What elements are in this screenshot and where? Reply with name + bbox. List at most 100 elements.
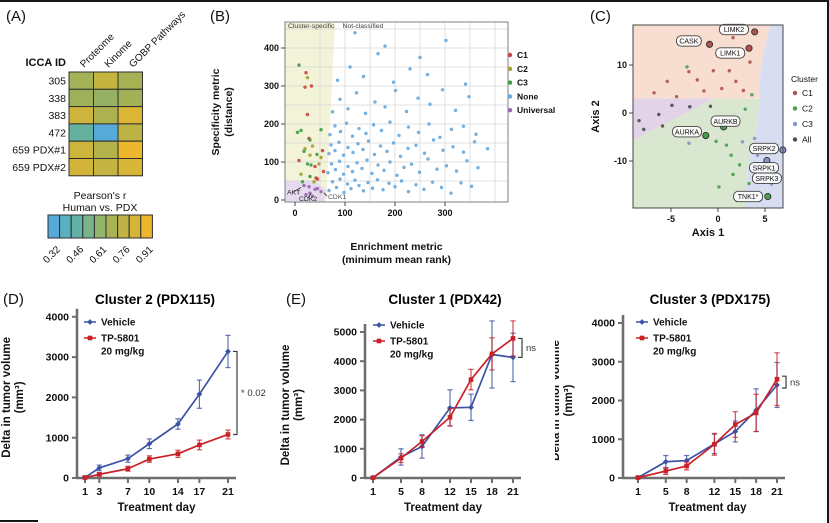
heatmap-cell — [93, 88, 119, 108]
data-point — [453, 108, 458, 113]
heatmap-row-label: 383 — [48, 110, 66, 122]
data-point — [337, 159, 342, 163]
data-point — [485, 147, 490, 151]
legend: C1 C2 C3 None Universal — [507, 50, 555, 115]
series-tp-5801 — [82, 429, 231, 480]
y-tick-label: 0 — [622, 108, 627, 118]
series-line — [84, 433, 229, 479]
data-point — [727, 69, 731, 73]
data-point — [310, 194, 315, 198]
x-tick-label: -5 — [667, 214, 675, 224]
data-point — [341, 172, 346, 176]
legend-label: TP-5801 — [101, 334, 140, 345]
heatmap-cell — [93, 158, 119, 177]
data-point-marker — [489, 351, 495, 357]
legend-label: TP-5801 — [390, 337, 429, 348]
data-point — [393, 88, 398, 93]
y-tick-label: 300 — [264, 81, 279, 91]
data-point — [309, 163, 313, 167]
data-point-marker — [370, 475, 376, 481]
data-point — [372, 152, 377, 157]
data-point — [308, 174, 312, 179]
data-point — [428, 102, 432, 106]
data-point — [425, 72, 430, 77]
data-point-marker — [196, 391, 203, 398]
data-point — [670, 103, 674, 108]
data-point — [307, 185, 311, 189]
callout-pill — [672, 126, 702, 138]
plot-border — [284, 21, 509, 203]
heatmap-cell — [117, 106, 143, 125]
x-tick-label: 5 — [762, 214, 767, 224]
x-axis-label: Treatment day — [669, 502, 748, 514]
page-border-bottom-left — [0, 520, 38, 522]
legend-label: None — [517, 91, 539, 101]
colorbar-tick-label: 0.76 — [111, 244, 133, 266]
x-tick-label: 5 — [398, 486, 404, 498]
data-point — [741, 88, 746, 93]
data-point — [363, 111, 368, 116]
data-point — [687, 141, 691, 145]
data-point — [720, 86, 724, 91]
panel-d-label: (D) — [3, 291, 24, 308]
data-point — [382, 168, 386, 173]
y-tick-label: 1000 — [592, 434, 616, 446]
data-point — [326, 170, 330, 175]
data-point — [381, 188, 385, 192]
data-point — [327, 151, 331, 156]
significance-label: ns — [526, 343, 536, 354]
heatmap-row-label: 338 — [48, 93, 66, 105]
data-point — [313, 164, 317, 169]
data-point — [366, 139, 371, 143]
data-point-marker — [175, 421, 181, 427]
data-point — [454, 169, 459, 173]
legend: Vehicle TP-5801 20 mg/kg — [373, 321, 433, 361]
scatter-points — [295, 31, 490, 198]
data-point — [305, 75, 310, 80]
heatmap-cell — [68, 140, 94, 159]
heatmap-cell — [68, 71, 94, 90]
data-point — [303, 147, 307, 151]
y-tick-label: 400 — [264, 43, 279, 53]
data-point-marker — [733, 422, 738, 427]
y-axis-label: Delta in tumor volume — [555, 340, 562, 461]
annotation-label: CDK1 — [328, 194, 346, 201]
data-point — [378, 144, 383, 148]
data-point — [717, 185, 721, 189]
data-point — [302, 149, 306, 154]
region-label: Cluster-specific — [288, 23, 335, 30]
callout-label: CASK — [679, 39, 698, 46]
data-point — [444, 38, 448, 43]
legend-swatch — [507, 52, 513, 58]
data-point — [750, 93, 754, 97]
growth-curve-pdx115: 0 1000 2000 3000 4000 1 3 7 10 14 17 21 Vehicle TP-58… — [1, 308, 266, 514]
data-point — [350, 134, 355, 138]
data-point — [342, 190, 346, 195]
data-point — [297, 63, 301, 67]
data-point — [743, 107, 747, 111]
data-point — [361, 189, 366, 193]
callout-label: SRPK2 — [753, 146, 776, 153]
callout-label: LIMK1 — [720, 51, 740, 58]
series-tp-5801 — [635, 352, 780, 480]
data-point-marker — [82, 475, 88, 480]
heatmap-cell — [93, 123, 119, 142]
y-tick-label: 100 — [264, 157, 279, 167]
data-point — [734, 79, 738, 84]
y-tick-label: 200 — [264, 119, 279, 129]
data-point — [333, 124, 337, 128]
callout-label: TNK1* — [738, 194, 759, 201]
legend: Cluster C1 C2 C3 All — [791, 74, 818, 145]
data-point-marker — [376, 338, 382, 344]
data-point — [353, 31, 357, 35]
data-point — [361, 147, 365, 152]
data-point — [310, 144, 315, 148]
callout-label: AURKA — [675, 129, 699, 136]
data-point — [747, 181, 751, 186]
data-point — [364, 131, 368, 136]
data-point — [740, 140, 745, 144]
callout-label: AURKB — [713, 119, 737, 126]
data-point-marker — [87, 335, 93, 341]
legend-label: 20 mg/kg — [101, 347, 144, 358]
data-point — [353, 178, 357, 182]
